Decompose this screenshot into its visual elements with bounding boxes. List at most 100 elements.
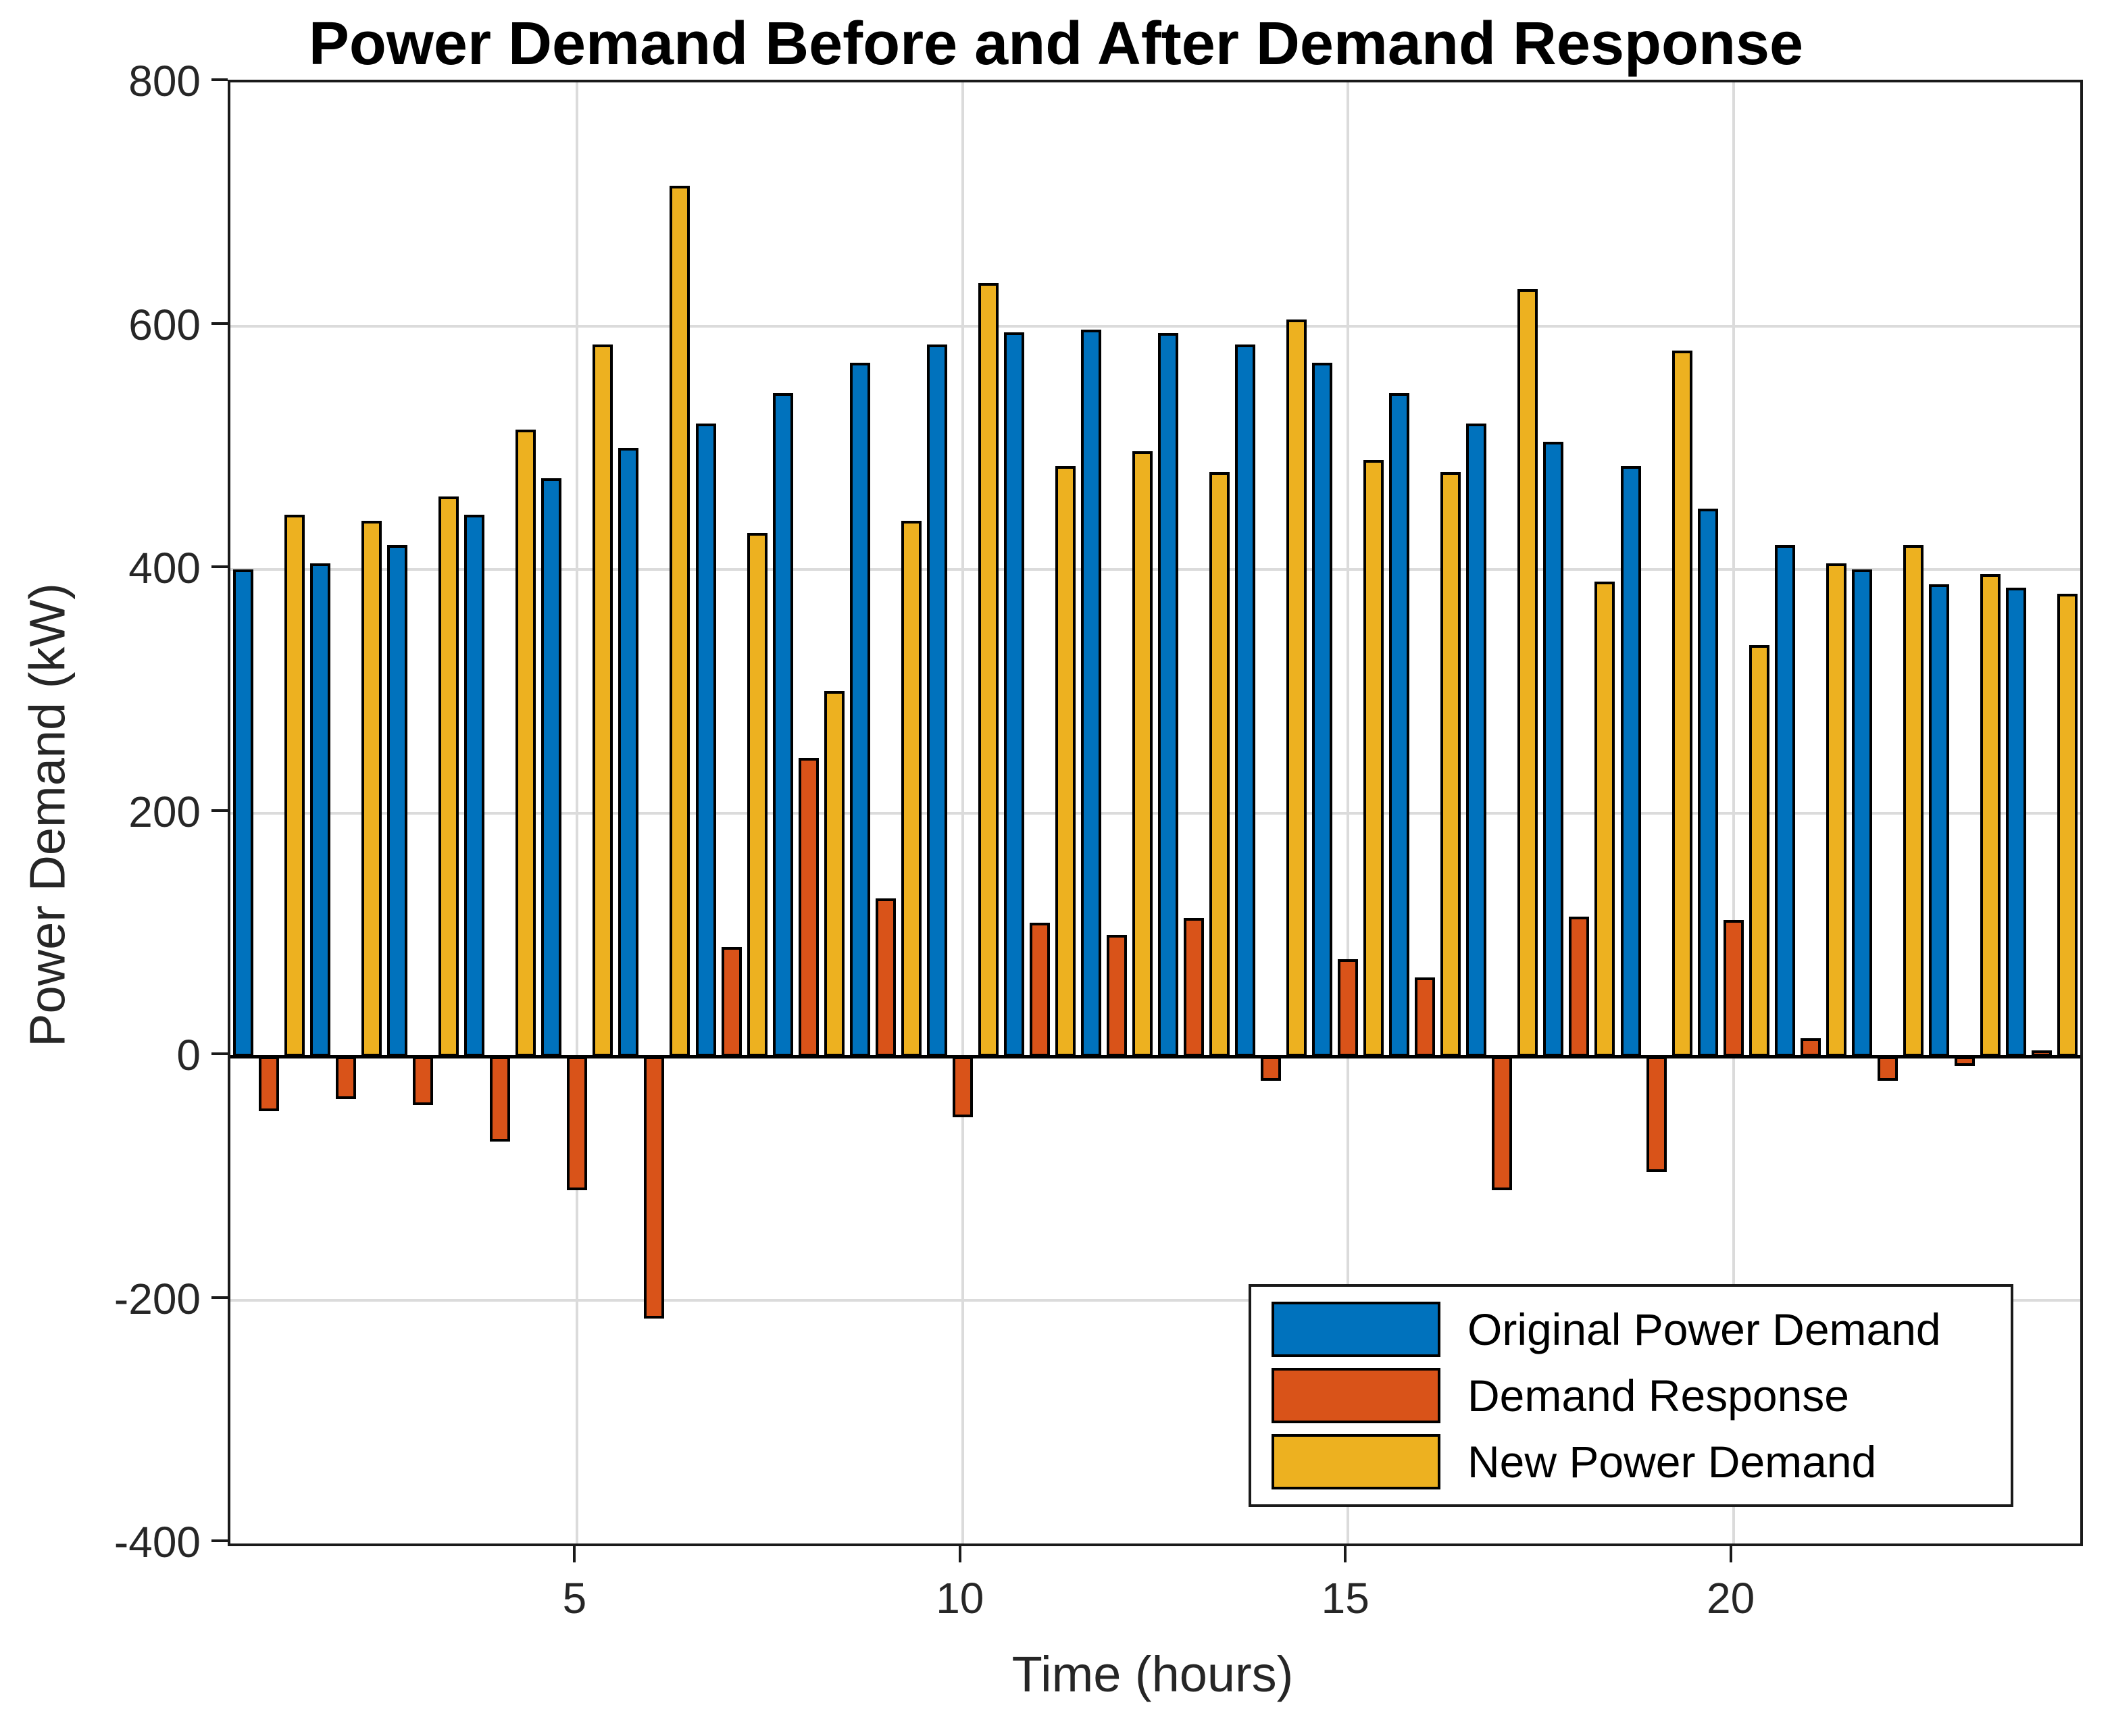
bar-demand-response-hour-4 xyxy=(490,1056,511,1142)
y-tick-mark xyxy=(211,1539,228,1542)
x-gridline xyxy=(576,82,579,1543)
bar-new-hour-18 xyxy=(1594,582,1615,1056)
bar-original-hour-3 xyxy=(387,544,408,1056)
bar-new-hour-17 xyxy=(1517,289,1538,1056)
x-gridline xyxy=(1347,82,1350,1543)
x-axis-label: Time (hours) xyxy=(1011,1646,1294,1702)
bar-new-hour-23 xyxy=(1980,574,2001,1056)
bar-new-hour-13 xyxy=(1209,471,1230,1056)
bar-demand-response-hour-18 xyxy=(1569,916,1590,1056)
legend-swatch-2 xyxy=(1272,1368,1440,1423)
y-gridline xyxy=(230,324,2080,328)
bar-new-hour-9 xyxy=(901,520,922,1056)
bar-demand-response-hour-5 xyxy=(567,1056,588,1191)
bar-demand-response-hour-23 xyxy=(1954,1056,1975,1067)
y-tick-mark xyxy=(211,809,228,812)
x-tick-label: 15 xyxy=(1321,1574,1369,1623)
bar-new-hour-15 xyxy=(1363,459,1384,1056)
bar-demand-response-hour-2 xyxy=(336,1056,357,1100)
bar-original-hour-17 xyxy=(1466,423,1487,1056)
x-tick-label: 20 xyxy=(1707,1574,1755,1623)
bar-new-hour-12 xyxy=(1132,451,1153,1056)
bar-original-hour-16 xyxy=(1389,392,1410,1056)
y-tick-label: -200 xyxy=(114,1274,201,1323)
legend-label-2: Demand Response xyxy=(1467,1371,1849,1421)
legend-row-3: New Power Demand xyxy=(1251,1434,2011,1489)
bar-original-hour-24 xyxy=(2005,588,2026,1056)
bar-original-hour-20 xyxy=(1697,508,1718,1056)
bar-demand-response-hour-10 xyxy=(952,1056,973,1118)
bar-original-hour-11 xyxy=(1003,332,1024,1056)
y-tick-label: 400 xyxy=(128,544,201,592)
x-gridline xyxy=(1732,82,1735,1543)
bar-new-hour-3 xyxy=(438,496,459,1056)
legend-label-3: New Power Demand xyxy=(1467,1437,1877,1487)
y-tick-mark xyxy=(211,565,228,568)
bar-demand-response-hour-17 xyxy=(1492,1056,1513,1191)
bar-demand-response-hour-8 xyxy=(798,758,819,1056)
bar-original-hour-23 xyxy=(1928,584,1949,1056)
zero-baseline xyxy=(230,1054,2080,1058)
y-gridline xyxy=(230,568,2080,571)
x-tick-mark xyxy=(958,1546,961,1562)
bar-original-hour-6 xyxy=(618,447,639,1056)
x-tick-mark xyxy=(1344,1546,1347,1562)
x-tick-label: 10 xyxy=(936,1574,984,1623)
bar-new-hour-6 xyxy=(670,186,690,1056)
legend-swatch-3 xyxy=(1272,1434,1440,1489)
bar-demand-response-hour-13 xyxy=(1184,917,1205,1056)
bar-new-hour-4 xyxy=(516,429,536,1056)
bar-demand-response-hour-15 xyxy=(1338,959,1359,1056)
bar-new-hour-19 xyxy=(1671,350,1692,1056)
bar-original-hour-12 xyxy=(1080,329,1101,1056)
bar-original-hour-14 xyxy=(1235,344,1256,1056)
bar-new-hour-20 xyxy=(1749,644,1769,1056)
bar-original-hour-21 xyxy=(1774,544,1795,1056)
bar-demand-response-hour-22 xyxy=(1877,1056,1898,1081)
bar-new-hour-5 xyxy=(593,344,613,1056)
bar-new-hour-22 xyxy=(1903,544,1924,1056)
plot-area xyxy=(228,80,2083,1546)
y-tick-mark xyxy=(211,1052,228,1055)
y-gridline xyxy=(230,811,2080,815)
bar-demand-response-hour-20 xyxy=(1723,920,1744,1056)
bar-demand-response-hour-24 xyxy=(2031,1050,2052,1056)
legend: Original Power Demand Demand Response New … xyxy=(1249,1284,2013,1507)
bar-original-hour-8 xyxy=(772,392,793,1056)
bar-original-hour-13 xyxy=(1158,333,1178,1056)
bar-new-hour-14 xyxy=(1286,320,1307,1056)
bar-new-hour-24 xyxy=(2057,594,2078,1056)
y-tick-mark xyxy=(211,78,228,81)
bar-original-hour-2 xyxy=(310,563,331,1056)
bar-new-hour-8 xyxy=(824,691,845,1056)
y-gridline xyxy=(230,1298,2080,1302)
bar-demand-response-hour-21 xyxy=(1800,1038,1821,1056)
bar-original-hour-4 xyxy=(464,514,485,1056)
y-tick-label: 600 xyxy=(128,300,201,349)
y-tick-mark xyxy=(211,322,228,325)
bar-demand-response-hour-7 xyxy=(721,946,742,1056)
bar-original-hour-5 xyxy=(541,478,562,1056)
bar-demand-response-hour-12 xyxy=(1106,934,1127,1056)
x-tick-mark xyxy=(573,1546,576,1562)
chart-title: Power Demand Before and After Demand Res… xyxy=(308,10,1804,78)
bar-demand-response-hour-11 xyxy=(1029,922,1050,1056)
y-tick-label: -400 xyxy=(114,1518,201,1566)
x-gridline xyxy=(961,82,964,1543)
y-tick-label: 200 xyxy=(128,787,201,836)
bar-original-hour-15 xyxy=(1312,362,1333,1056)
x-tick-label: 5 xyxy=(562,1574,587,1623)
legend-label-1: Original Power Demand xyxy=(1467,1304,1941,1354)
bar-new-hour-16 xyxy=(1440,471,1461,1056)
bar-original-hour-9 xyxy=(849,362,870,1056)
bar-new-hour-7 xyxy=(747,532,768,1056)
bar-new-hour-21 xyxy=(1826,563,1846,1056)
legend-row-1: Original Power Demand xyxy=(1251,1302,2011,1357)
y-tick-label: 800 xyxy=(128,57,201,105)
bar-new-hour-10 xyxy=(978,283,999,1056)
y-tick-label: 0 xyxy=(176,1031,201,1079)
bar-demand-response-hour-6 xyxy=(644,1056,665,1319)
legend-row-2: Demand Response xyxy=(1251,1368,2011,1423)
bar-original-hour-10 xyxy=(926,344,947,1056)
